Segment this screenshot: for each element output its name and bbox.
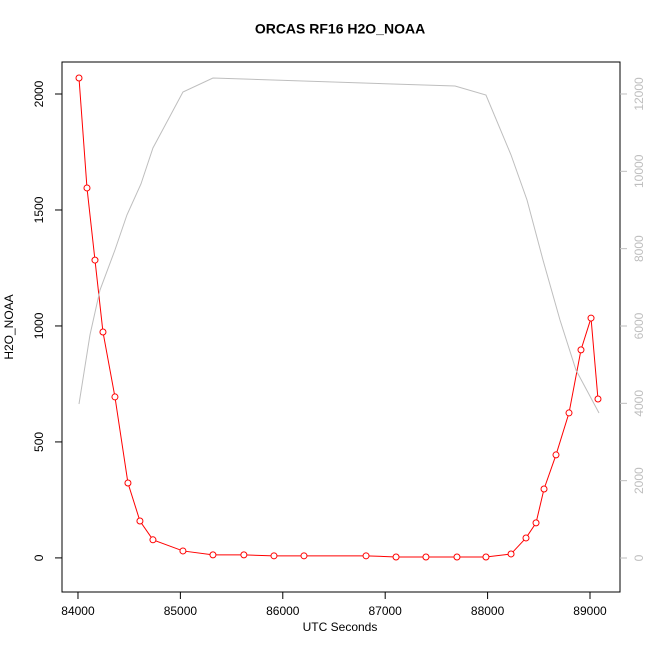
point <box>124 479 132 487</box>
y2-tick-label: 2000 <box>632 467 646 494</box>
y-axis-label: H2O_NOAA <box>2 294 16 359</box>
point <box>270 552 278 560</box>
point <box>482 553 490 561</box>
point <box>209 551 217 559</box>
series-line <box>78 77 600 414</box>
chart-title: ORCAS RF16 H2O_NOAA <box>255 21 425 37</box>
y-tick-label: 0 <box>32 554 46 561</box>
point <box>453 553 461 561</box>
x-tick-label: 86000 <box>266 604 300 618</box>
point <box>507 550 515 558</box>
point <box>422 553 430 561</box>
y2-tick-label: 4000 <box>632 390 646 417</box>
y2-tick-label: 8000 <box>632 235 646 262</box>
point <box>587 314 595 322</box>
x-tick-label: 84000 <box>61 604 95 618</box>
y2-tick-label: 0 <box>632 554 646 561</box>
point <box>362 552 370 560</box>
y-tick-label: 1500 <box>32 196 46 223</box>
point <box>99 328 107 336</box>
point <box>532 519 540 527</box>
point <box>594 395 602 403</box>
x-axis-label: UTC Seconds <box>303 620 378 634</box>
plot-frame <box>61 61 621 593</box>
y-tick-label: 1000 <box>32 312 46 339</box>
y2-tick-label: 6000 <box>632 312 646 339</box>
y-tick-label: 500 <box>32 432 46 452</box>
x-tick-label: 88000 <box>471 604 505 618</box>
point <box>136 517 144 525</box>
point <box>565 409 573 417</box>
x-tick-label: 85000 <box>164 604 198 618</box>
series-line <box>78 77 599 558</box>
point <box>75 74 83 82</box>
point <box>91 256 99 264</box>
x-tick-label: 87000 <box>368 604 402 618</box>
point <box>300 552 308 560</box>
point <box>179 547 187 555</box>
x-tick-label: 89000 <box>573 604 607 618</box>
y-tick-label: 2000 <box>32 80 46 107</box>
point <box>149 536 157 544</box>
point <box>577 346 585 354</box>
y2-tick-label: 12000 <box>632 77 646 111</box>
y2-tick-label: 10000 <box>632 154 646 188</box>
point <box>522 534 530 542</box>
point <box>111 393 119 401</box>
point <box>540 485 548 493</box>
point <box>83 184 91 192</box>
point <box>392 553 400 561</box>
point <box>552 451 560 459</box>
point <box>240 551 248 559</box>
